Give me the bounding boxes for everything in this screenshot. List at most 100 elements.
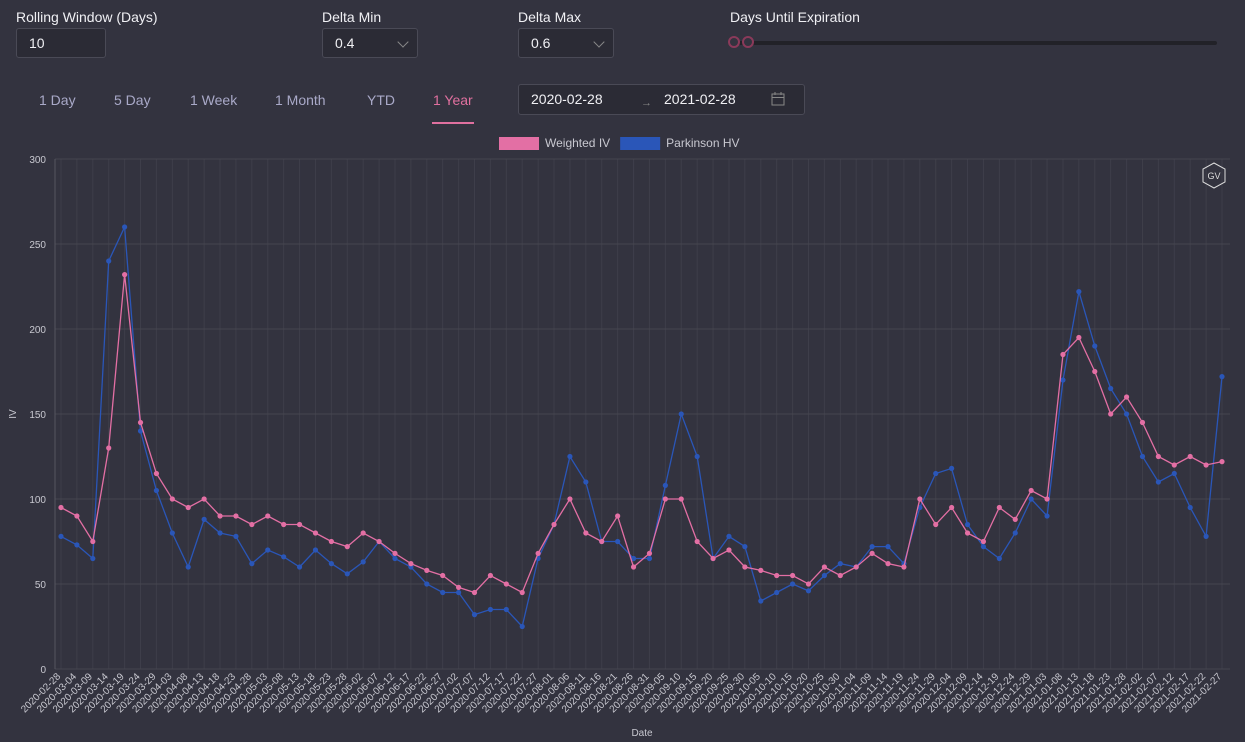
x-tick-label: 2020-10-10 xyxy=(735,671,779,715)
data-point xyxy=(949,465,955,471)
data-point xyxy=(742,564,748,570)
range-tab[interactable]: 1 Day xyxy=(39,92,76,108)
y-tick-label: 0 xyxy=(40,665,46,676)
x-tick-label: 2021-01-08 xyxy=(1021,671,1065,715)
x-tick-label: 2020-08-11 xyxy=(545,671,589,715)
data-point xyxy=(678,411,684,417)
data-point xyxy=(440,589,446,596)
range-tab[interactable]: 1 Week xyxy=(190,92,238,108)
x-tick-label: 2020-08-01 xyxy=(512,671,556,715)
data-point xyxy=(376,538,382,545)
range-tab[interactable]: YTD xyxy=(367,92,395,108)
date-range-picker[interactable]: 2020-02-28 → 2021-02-28 xyxy=(518,84,805,115)
data-point xyxy=(1044,513,1050,519)
x-tick-label: 2021-01-23 xyxy=(1069,671,1113,715)
legend-label: Parkinson HV xyxy=(666,136,739,150)
x-tick-label: 2020-05-03 xyxy=(226,671,270,715)
x-tick-label: 2020-06-02 xyxy=(321,671,365,715)
data-point xyxy=(249,561,255,567)
data-point xyxy=(90,538,96,545)
data-point xyxy=(201,516,207,523)
x-tick-label: 2020-05-13 xyxy=(258,671,302,715)
data-point xyxy=(1155,453,1161,460)
x-tick-label: 2021-02-02 xyxy=(1101,671,1145,715)
data-point xyxy=(233,533,239,540)
end-date: 2021-02-28 xyxy=(664,91,736,107)
x-tick-label: 2021-02-22 xyxy=(1164,671,1208,715)
data-point xyxy=(217,513,223,519)
delta-max-select[interactable]: 0.6 xyxy=(518,28,614,58)
x-tick-label: 2020-04-08 xyxy=(146,671,190,715)
x-tick-label: 2020-04-13 xyxy=(162,671,206,715)
series-line xyxy=(60,274,1223,594)
range-arrow: → xyxy=(641,97,652,109)
data-point xyxy=(360,559,366,565)
data-point xyxy=(312,547,319,553)
data-point xyxy=(980,538,987,545)
range-tab[interactable]: 5 Day xyxy=(114,92,151,108)
data-point xyxy=(646,550,653,557)
data-point xyxy=(106,445,112,451)
data-point xyxy=(217,530,223,536)
data-point xyxy=(456,584,462,591)
data-point xyxy=(519,623,525,630)
x-tick-label: 2020-09-30 xyxy=(703,671,747,715)
data-point xyxy=(1060,351,1066,358)
data-point xyxy=(408,564,414,570)
x-tick-label: 2020-08-16 xyxy=(560,671,604,715)
data-point xyxy=(567,453,573,460)
slider-handle[interactable] xyxy=(728,36,740,48)
data-point xyxy=(1187,453,1193,460)
select-value: 0.4 xyxy=(335,35,355,51)
x-tick-label: 2020-03-24 xyxy=(99,671,143,715)
data-point xyxy=(1108,385,1114,392)
start-date: 2020-02-28 xyxy=(531,91,603,107)
delta-min-select[interactable]: 0.4 xyxy=(322,28,418,58)
data-point xyxy=(153,487,160,494)
data-point xyxy=(201,496,207,502)
x-tick-label: 2020-05-23 xyxy=(290,671,334,715)
x-tick-label: 2020-11-29 xyxy=(894,671,938,715)
data-point xyxy=(805,588,812,594)
x-tick-label: 2020-05-28 xyxy=(305,671,349,715)
slider-handle[interactable] xyxy=(742,36,754,48)
data-point xyxy=(774,589,780,596)
data-point xyxy=(153,470,160,477)
data-point xyxy=(1076,289,1082,295)
data-point xyxy=(901,561,907,567)
field-label: Delta Max xyxy=(518,9,582,25)
data-point xyxy=(726,533,732,540)
data-point xyxy=(503,581,509,587)
y-tick-label: 250 xyxy=(29,240,46,251)
data-point xyxy=(535,555,541,562)
data-point xyxy=(90,555,96,562)
rolling-window-input[interactable]: 10 xyxy=(16,28,106,58)
data-point xyxy=(106,258,112,264)
data-point xyxy=(328,561,334,567)
y-tick-label: 100 xyxy=(29,495,46,506)
range-tab[interactable]: 1 Month xyxy=(275,92,326,108)
x-tick-label: 2020-10-15 xyxy=(751,671,795,715)
legend-swatch xyxy=(620,137,661,150)
data-point xyxy=(1123,394,1130,400)
range-tab[interactable]: 1 Year xyxy=(432,92,474,124)
x-axis-label: Date xyxy=(631,728,653,739)
data-point xyxy=(726,547,732,553)
data-point xyxy=(137,428,144,434)
data-point xyxy=(249,521,255,528)
badge-text: GV xyxy=(1207,171,1220,181)
x-tick-label: 2020-12-24 xyxy=(973,671,1017,715)
x-tick-label: 2020-04-03 xyxy=(130,671,174,715)
x-tick-label: 2020-03-19 xyxy=(83,671,127,715)
chevron xyxy=(397,36,409,48)
x-tick-label: 2020-10-25 xyxy=(783,671,827,715)
x-tick-label: 2020-07-02 xyxy=(417,671,461,715)
field-label: Rolling Window (Days) xyxy=(16,9,158,25)
data-point xyxy=(74,542,80,548)
data-point xyxy=(392,550,398,557)
data-point xyxy=(964,521,971,528)
series-line xyxy=(60,224,1223,628)
data-point xyxy=(742,544,748,550)
data-point xyxy=(535,550,541,557)
slider-track[interactable] xyxy=(735,41,1217,45)
